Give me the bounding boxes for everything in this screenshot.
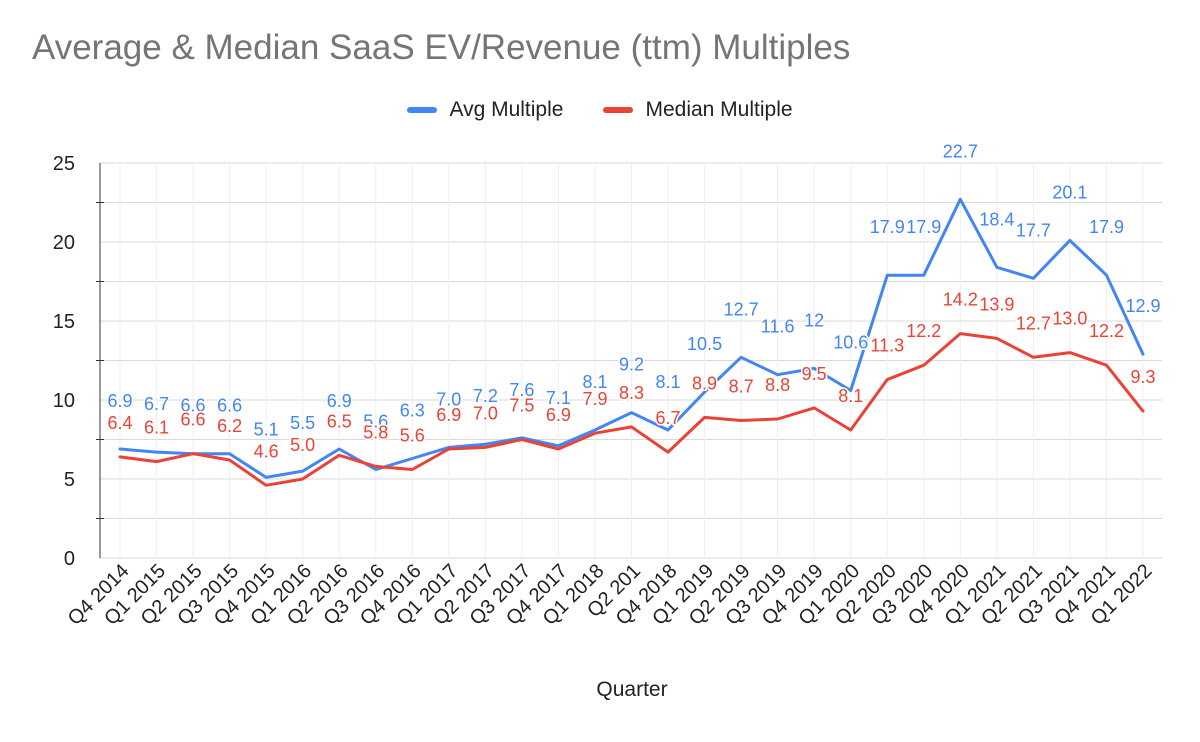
avg-data-label: 7.0 [436,389,461,409]
y-tick-label: 10 [53,390,75,412]
median-data-label: 8.1 [838,386,863,406]
avg-data-label: 6.6 [217,396,242,416]
avg-data-label: 17.9 [906,217,941,237]
median-data-label: 5.8 [363,422,388,442]
median-data-label: 5.6 [400,426,425,446]
median-data-label: 14.2 [943,290,978,310]
avg-data-label: 22.7 [943,141,978,161]
avg-data-label: 6.9 [327,391,352,411]
legend-item-avg: Avg Multiple [407,98,563,122]
median-data-label: 12.2 [906,321,941,341]
x-axis-label: Quarter [596,678,668,701]
legend-swatch-avg [407,107,438,113]
avg-data-label: 17.9 [870,217,905,237]
median-data-label: 6.5 [327,411,352,431]
median-data-label: 6.9 [546,405,571,425]
median-data-label: 7.5 [509,396,534,416]
avg-data-label: 6.7 [144,394,169,414]
avg-data-label: 5.5 [290,413,315,433]
avg-data-label: 12 [804,310,824,330]
avg-data-label: 20.1 [1052,182,1087,202]
avg-data-label: 17.7 [1016,220,1051,240]
median-data-label: 8.9 [692,373,717,393]
avg-data-label: 18.4 [979,209,1014,229]
avg-data-label: 6.9 [107,391,132,411]
avg-data-label: 12.7 [724,299,759,319]
median-data-label: 5.0 [290,435,315,455]
median-data-label: 13.9 [979,294,1014,314]
avg-data-label: 12.9 [1125,296,1160,316]
legend-item-median: Median Multiple [603,98,793,122]
avg-data-label: 5.1 [254,419,279,439]
median-data-label: 6.1 [144,418,169,438]
median-data-label: 6.2 [217,416,242,436]
avg-data-label: 10.6 [833,333,868,353]
median-data-label: 13.0 [1052,309,1087,329]
legend: Avg Multiple Median Multiple [0,98,1200,122]
median-data-label: 8.8 [765,375,790,395]
median-data-label: 6.7 [656,408,681,428]
avg-data-label: 6.3 [400,400,425,420]
median-data-label: 6.4 [107,413,132,433]
legend-label-median: Median Multiple [645,98,793,121]
avg-data-label: 9.2 [619,355,644,375]
avg-data-label: 17.9 [1089,217,1124,237]
avg-data-label: 7.2 [473,386,498,406]
median-multiple-line [118,332,1145,487]
median-data-label: 8.7 [729,377,754,397]
median-data-label: 8.3 [619,383,644,403]
legend-swatch-median [603,107,634,113]
avg-data-label: 7.1 [546,388,571,408]
y-tick-label: 5 [64,469,75,491]
avg-data-label: 10.5 [687,334,722,354]
median-data-label: 12.7 [1016,313,1051,333]
avg-multiple-line [118,197,1145,479]
median-data-label: 6.9 [436,405,461,425]
legend-label-avg: Avg Multiple [449,98,564,121]
y-tick-label: 20 [53,232,75,254]
median-data-label: 4.6 [254,441,279,461]
y-tick-label: 0 [64,548,75,570]
avg-data-label: 5.6 [363,412,388,432]
median-data-label: 7.9 [582,389,607,409]
avg-data-label: 11.6 [761,317,795,337]
median-data-label: 9.5 [802,364,827,384]
median-data-label: 11.3 [870,335,904,355]
chart-title: Average & Median SaaS EV/Revenue (ttm) M… [32,28,851,67]
avg-data-label: 8.1 [656,372,681,392]
median-data-label: 12.2 [1089,321,1124,341]
y-tick-label: 15 [53,311,75,333]
avg-data-label: 7.6 [509,380,534,400]
avg-data-label: 6.6 [181,396,206,416]
median-data-label: 9.3 [1130,367,1155,387]
y-tick-label: 25 [53,153,75,175]
avg-data-label: 8.1 [582,372,607,392]
median-data-label: 7.0 [473,403,498,423]
median-data-label: 6.6 [181,410,206,430]
